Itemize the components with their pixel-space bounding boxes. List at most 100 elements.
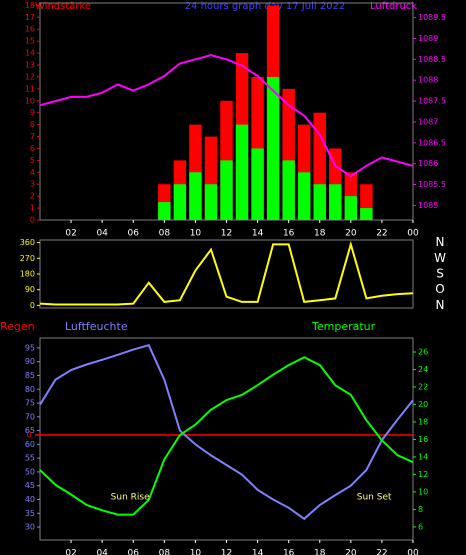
y-tick-label: 14 <box>25 49 35 58</box>
y-tick-label: 60 <box>25 440 35 449</box>
y-tick-label: 90 <box>25 285 35 294</box>
y2-tick-label: 16 <box>418 435 428 444</box>
y2-tick-label: 1089.5 <box>418 13 446 22</box>
y-tick-label: 12 <box>25 72 35 81</box>
y-tick-label: 270 <box>20 254 35 263</box>
humidity-title: Luftfeuchte <box>65 320 128 333</box>
plot-frame <box>39 337 414 541</box>
x-tick-label: 00 <box>407 549 419 555</box>
y-tick-label: 55 <box>25 454 35 463</box>
y-tick-label: 7 <box>30 132 35 141</box>
wind-bar <box>360 208 373 220</box>
x-tick-label: 14 <box>252 549 264 555</box>
y-tick-label: 90 <box>25 357 35 366</box>
x-tick-label: 06 <box>128 549 140 555</box>
series-line <box>39 240 414 306</box>
x-tick-label: 20 <box>345 549 357 555</box>
y2-tick-label: 24 <box>418 365 428 374</box>
y2-tick-label: 6 <box>418 522 423 531</box>
y-tick-label: 35 <box>25 509 35 518</box>
y-tick-label: 65 <box>25 426 35 435</box>
y-tick-label: 45 <box>25 481 35 490</box>
y2-tick-label: 14 <box>418 452 428 461</box>
y-tick-label: 11 <box>25 84 35 93</box>
wind-bar <box>266 76 280 220</box>
y-tick-label: 0 <box>30 216 35 225</box>
y-tick-label: 5 <box>30 156 35 165</box>
x-tick-label: 02 <box>65 229 76 239</box>
x-tick-label: 12 <box>221 549 232 555</box>
y-tick-label: 40 <box>25 495 35 504</box>
y2-tick-label: 1087 <box>418 117 438 126</box>
y-tick-label: 3 <box>30 180 35 189</box>
direction-label: N <box>436 235 445 249</box>
y2-tick-label: 12 <box>418 470 428 479</box>
series-line <box>39 54 414 178</box>
temperature-title: Temperatur <box>311 320 376 333</box>
y-tick-label: 17 <box>25 13 35 22</box>
y2-tick-label: 18 <box>418 417 428 426</box>
wind-bar <box>173 184 187 220</box>
wind-bar <box>235 124 249 220</box>
x-tick-label: 16 <box>283 229 295 239</box>
y-tick-label: 2 <box>30 192 35 201</box>
x-tick-label: 18 <box>314 549 326 555</box>
direction-label: O <box>435 282 444 296</box>
wind-bar <box>297 172 311 220</box>
plot-frame <box>39 239 414 309</box>
y-tick-label: 6 <box>30 144 35 153</box>
x-tick-label: 00 <box>407 229 419 239</box>
y2-tick-label: 10 <box>418 487 428 496</box>
y-tick-label: 4 <box>30 168 35 177</box>
y-tick-label: 360 <box>20 238 35 247</box>
x-tick-label: 02 <box>65 549 76 555</box>
y-tick-label: 50 <box>25 467 35 476</box>
series-line <box>39 356 414 516</box>
y-tick-label: 10 <box>25 96 35 105</box>
y2-tick-label: 1087.5 <box>418 97 446 106</box>
series-line <box>39 344 414 521</box>
y2-tick-label: 1085 <box>418 201 438 210</box>
y-tick-label: 95 <box>25 343 35 352</box>
direction-label: W <box>434 251 446 265</box>
y2-tick-label: 1088 <box>418 76 438 85</box>
wind-bar <box>251 148 264 220</box>
y-tick-label: 0 <box>30 301 35 310</box>
chart-title: 24 hours graph day 17 Juli 2022 <box>185 1 346 12</box>
annotation: Sun Rise <box>111 493 150 503</box>
y2-tick-label: 1086.5 <box>418 138 446 147</box>
x-tick-label: 10 <box>190 229 202 239</box>
y-tick-label: 180 <box>20 270 35 279</box>
x-tick-label: 22 <box>376 229 387 239</box>
y2-tick-label: 1088.5 <box>418 55 446 64</box>
wind-bar <box>204 184 218 220</box>
annotation: Sun Set <box>357 493 392 503</box>
wind-bar <box>158 202 171 220</box>
left-axis-title: Windstärke <box>35 1 91 12</box>
right-axis-title: Luftdruck <box>370 1 417 12</box>
y2-tick-label: 1086 <box>418 159 438 168</box>
y-tick-label: 18 <box>25 1 35 10</box>
x-tick-label: 04 <box>96 549 108 555</box>
y-tick-label: 13 <box>25 61 35 70</box>
wind-bar <box>220 160 233 220</box>
y2-tick-label: 22 <box>418 382 428 391</box>
wind-bar <box>344 196 358 220</box>
x-tick-label: 08 <box>159 549 171 555</box>
x-tick-label: 18 <box>314 229 326 239</box>
direction-label: N <box>436 298 445 312</box>
x-tick-label: 12 <box>221 229 232 239</box>
y2-tick-label: 1089 <box>418 34 438 43</box>
y-tick-label: 8 <box>30 120 35 129</box>
x-tick-label: 14 <box>252 229 264 239</box>
x-tick-label: 04 <box>96 229 108 239</box>
rain-tick-label: 0 <box>26 431 32 441</box>
y-tick-label: 16 <box>25 25 35 34</box>
wind-bar <box>282 160 295 220</box>
rain-title: Regen <box>0 320 35 333</box>
x-tick-label: 22 <box>376 549 387 555</box>
wind-bar <box>189 172 202 220</box>
wind-bar <box>313 184 326 220</box>
y-tick-label: 80 <box>25 385 35 394</box>
